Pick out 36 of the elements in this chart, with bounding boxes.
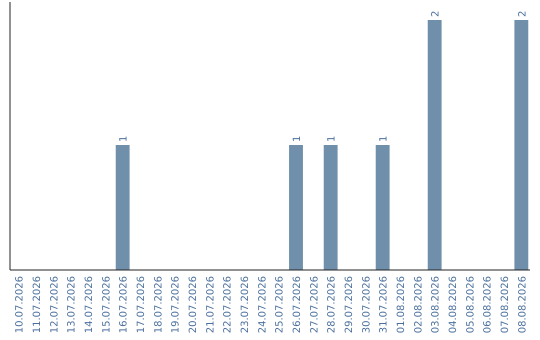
- data-label: 2: [430, 10, 442, 17]
- x-tick-label: 06.08.2026: [482, 276, 494, 334]
- x-tick-label: 27.07.2026: [309, 276, 320, 334]
- x-tick-label: 17.07.2026: [136, 276, 147, 334]
- x-tick-label: 29.07.2026: [344, 276, 355, 334]
- x-tick-label: 28.07.2026: [326, 276, 338, 334]
- x-tick-label: 08.08.2026: [517, 276, 528, 334]
- x-tick-label: 12.07.2026: [49, 276, 60, 334]
- x-tick-label: 01.08.2026: [396, 276, 407, 334]
- x-tick-label: 21.07.2026: [205, 276, 216, 334]
- x-tick-label: 23.07.2026: [240, 276, 251, 334]
- x-tick-label: 04.08.2026: [448, 276, 459, 334]
- x-tick-label: 20.07.2026: [188, 276, 199, 334]
- x-tick-label: 15.07.2026: [101, 276, 112, 334]
- x-tick-label: 22.07.2026: [222, 276, 234, 334]
- x-tick-label: 30.07.2026: [361, 276, 372, 334]
- x-tick-label: 19.07.2026: [170, 276, 182, 334]
- x-tick-label: 14.07.2026: [84, 276, 95, 334]
- x-tick-label: 18.07.2026: [153, 276, 164, 334]
- x-tick-label: 05.08.2026: [465, 276, 476, 334]
- x-tick-label: 24.07.2026: [257, 276, 268, 334]
- x-tick-label: 07.08.2026: [500, 276, 511, 334]
- data-label: 1: [378, 136, 390, 142]
- data-label: 1: [326, 136, 338, 142]
- x-tick-label: 26.07.2026: [292, 276, 303, 334]
- data-label: 1: [292, 136, 303, 142]
- x-tick-label: 13.07.2026: [66, 276, 78, 334]
- x-tick-label: 25.07.2026: [274, 276, 286, 334]
- x-tick-label: 16.07.2026: [118, 276, 130, 334]
- x-tick-label: 03.08.2026: [430, 276, 442, 334]
- x-tick-label: 11.07.2026: [32, 276, 43, 334]
- x-tick-label: 02.08.2026: [413, 276, 424, 334]
- data-label: 1: [118, 136, 130, 142]
- x-tick-label: 31.07.2026: [378, 276, 390, 334]
- x-tick-label: 10.07.2026: [14, 276, 26, 334]
- data-label: 2: [517, 10, 528, 17]
